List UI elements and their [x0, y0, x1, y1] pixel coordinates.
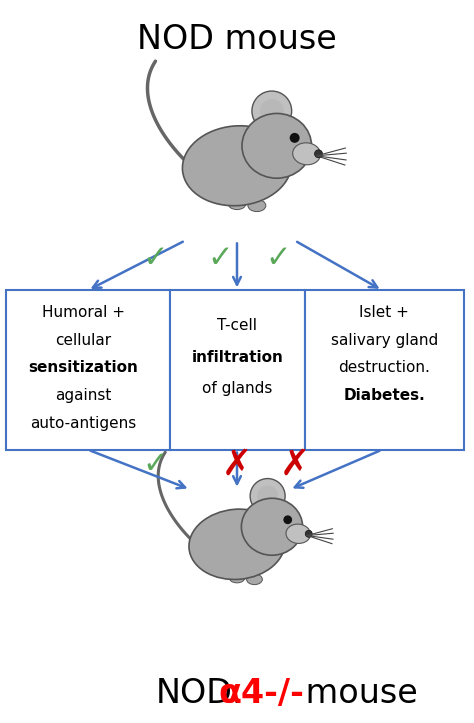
- Text: salivary gland: salivary gland: [330, 333, 438, 348]
- Text: Humoral +: Humoral +: [42, 304, 125, 320]
- Circle shape: [315, 150, 322, 158]
- Ellipse shape: [286, 524, 310, 544]
- Text: auto-antigens: auto-antigens: [30, 416, 137, 431]
- Circle shape: [252, 91, 292, 131]
- Text: Islet +: Islet +: [359, 304, 409, 320]
- Ellipse shape: [241, 498, 302, 555]
- Ellipse shape: [189, 509, 285, 579]
- Text: cellular: cellular: [55, 333, 111, 348]
- Text: destruction.: destruction.: [338, 361, 430, 375]
- Bar: [170, 290, 305, 450]
- Text: ✓: ✓: [143, 450, 168, 479]
- Text: ✓: ✓: [143, 244, 168, 273]
- Text: ✓: ✓: [207, 244, 233, 273]
- Text: NOD.: NOD.: [155, 677, 243, 710]
- Text: ✓: ✓: [265, 244, 291, 273]
- Text: T-cell: T-cell: [218, 317, 257, 333]
- Circle shape: [290, 133, 300, 143]
- Text: of glands: of glands: [202, 382, 273, 396]
- Bar: [305, 290, 464, 450]
- Text: α4-/-: α4-/-: [218, 677, 304, 710]
- Ellipse shape: [246, 574, 263, 585]
- Text: ✗: ✗: [222, 448, 252, 482]
- Ellipse shape: [242, 114, 311, 178]
- Text: against: against: [55, 388, 111, 403]
- Circle shape: [260, 99, 284, 123]
- Ellipse shape: [292, 143, 320, 165]
- Ellipse shape: [228, 197, 246, 210]
- Text: NOD mouse: NOD mouse: [137, 22, 337, 56]
- Text: infiltration: infiltration: [191, 349, 283, 364]
- Text: Diabetes.: Diabetes.: [343, 388, 425, 403]
- Circle shape: [283, 515, 292, 524]
- Ellipse shape: [248, 200, 266, 212]
- Circle shape: [257, 486, 278, 507]
- Ellipse shape: [182, 126, 292, 206]
- Bar: [6, 290, 170, 450]
- Text: sensitization: sensitization: [28, 361, 138, 375]
- Circle shape: [305, 530, 312, 537]
- Circle shape: [250, 479, 285, 513]
- Text: ✗: ✗: [280, 448, 310, 482]
- Text: mouse: mouse: [295, 677, 418, 710]
- Ellipse shape: [229, 573, 245, 583]
